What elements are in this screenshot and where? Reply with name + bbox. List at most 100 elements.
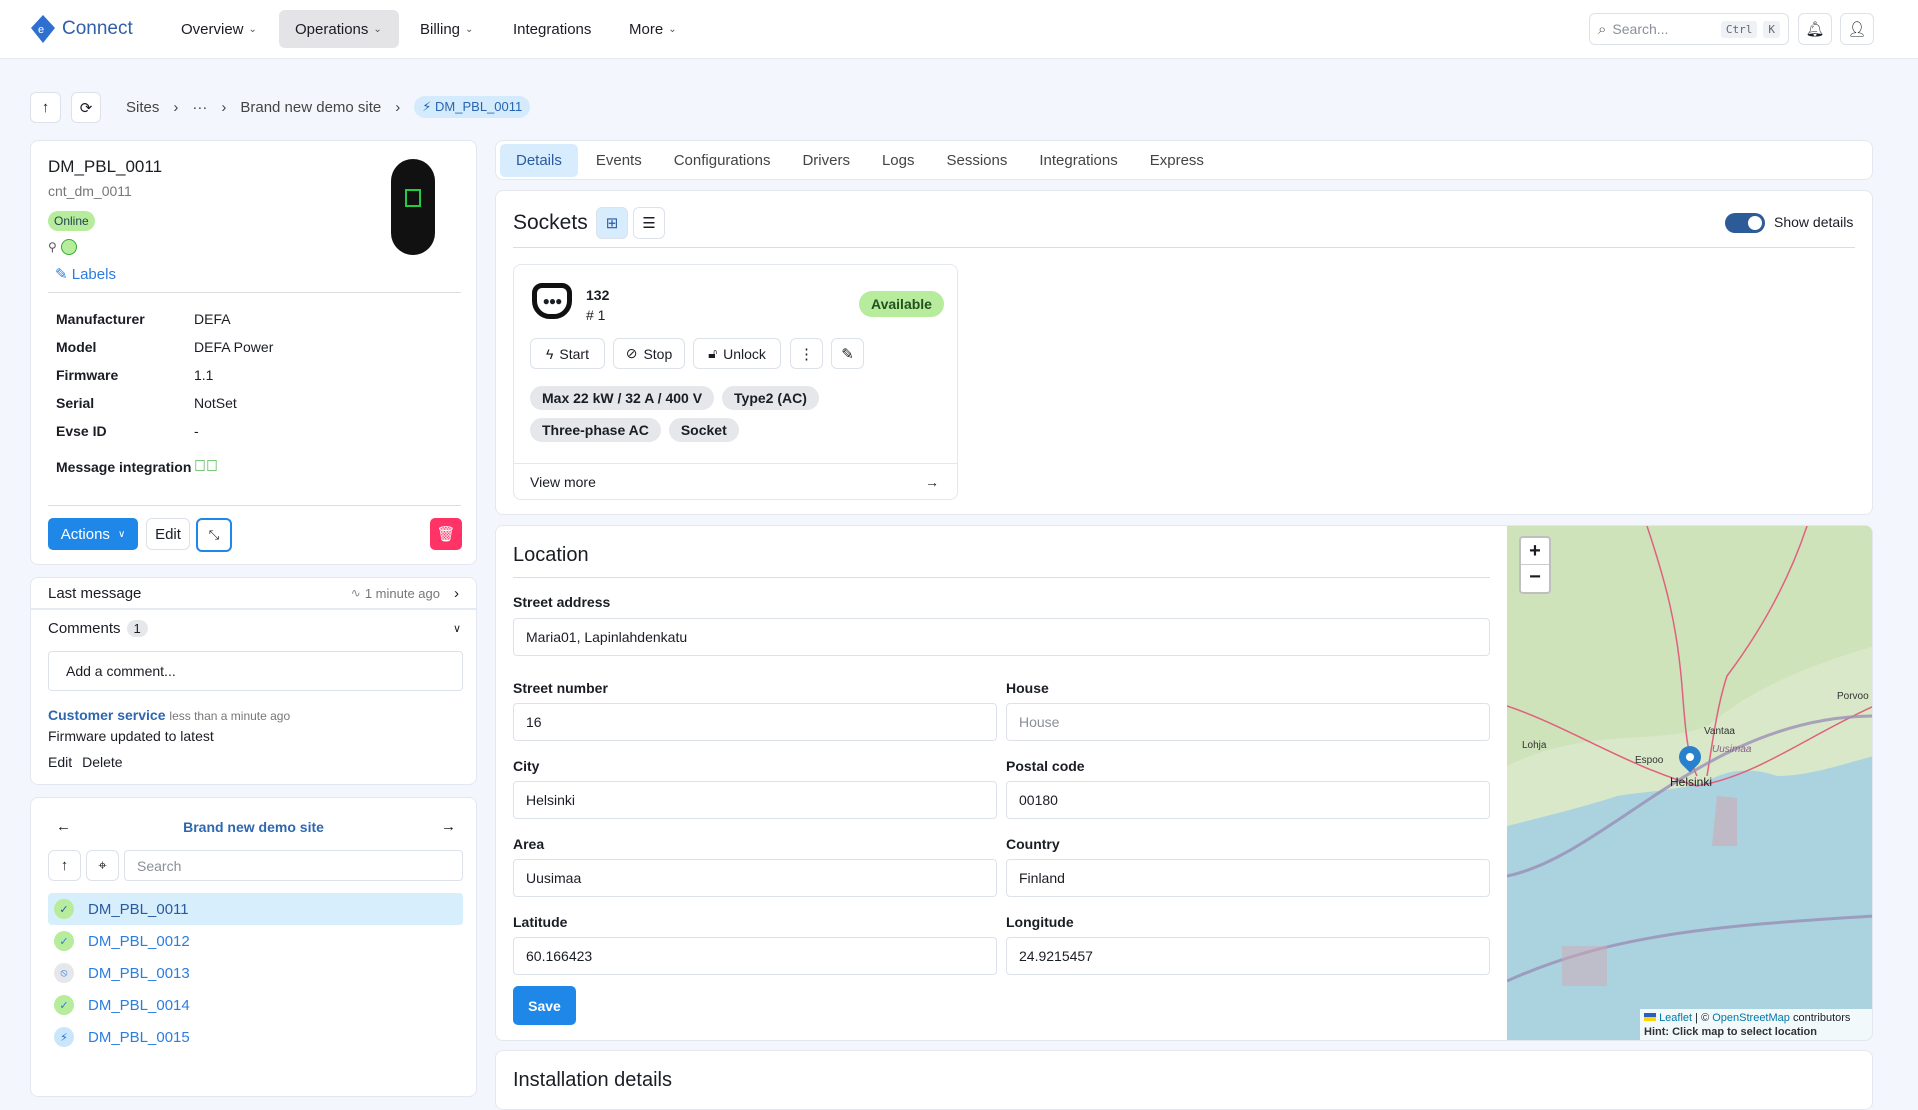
tag: Socket bbox=[668, 418, 739, 442]
breadcrumb-site[interactable]: Brand new demo site bbox=[240, 98, 382, 116]
street-address-input[interactable]: Maria01, Lapinlahdenkatu bbox=[513, 618, 1490, 656]
postal-code-input[interactable]: 00180 bbox=[1006, 781, 1490, 819]
list-icon: ☰ bbox=[642, 215, 656, 232]
nav-more[interactable]: More ⌄ bbox=[629, 20, 677, 38]
messages-card: Last message ∿ 1 minute ago › Comments 1 ∨ A… bbox=[30, 577, 477, 785]
stop-button[interactable]: ⊘ Stop bbox=[613, 338, 685, 369]
bolt-icon: ϟ bbox=[546, 345, 554, 362]
socket-tags: Max 22 kW / 32 A / 400 V Type2 (AC) Thre… bbox=[530, 386, 950, 442]
map-label: Uusimaa bbox=[1712, 744, 1752, 755]
street-number-input[interactable]: 16 bbox=[513, 703, 997, 741]
up-button[interactable]: ↑ bbox=[30, 92, 61, 123]
house-label: House bbox=[1006, 680, 1049, 696]
list-item[interactable]: ✓ DM_PBL_0014 bbox=[48, 989, 463, 1021]
list-item[interactable]: ⦸ DM_PBL_0013 bbox=[48, 957, 463, 989]
view-more-link[interactable]: View more → bbox=[514, 463, 957, 499]
labels-link[interactable]: ✎ Labels bbox=[55, 266, 116, 283]
refresh-icon: ⟳ bbox=[79, 99, 93, 117]
list-item[interactable]: ⚡︎ DM_PBL_0015 bbox=[48, 1021, 463, 1053]
map[interactable]: Porvoo Vantaa Uusimaa Lohja Espoo Helsin… bbox=[1507, 526, 1872, 1040]
connection-status-icon bbox=[60, 239, 77, 255]
map-label: Helsinki bbox=[1670, 775, 1713, 789]
breadcrumb-ellipsis[interactable]: ··· bbox=[192, 98, 208, 116]
comment-edit-link[interactable]: Edit bbox=[48, 754, 73, 770]
zoom-out-button[interactable]: − bbox=[1529, 566, 1541, 588]
map-label: Espoo bbox=[1635, 755, 1664, 766]
city-label: City bbox=[513, 758, 540, 774]
last-message-row[interactable]: Last message ∿ 1 minute ago › bbox=[31, 578, 476, 610]
nav-operations[interactable]: Operations ⌄ bbox=[279, 10, 399, 48]
socket-card: ●●● 132 # 1 Available ϟ Start ⊘ Stop 🔓︎ Unl… bbox=[513, 264, 958, 500]
osm-link[interactable]: OpenStreetMap bbox=[1712, 1012, 1790, 1024]
charger-id: cnt_dm_0011 bbox=[48, 183, 132, 199]
tab-sessions[interactable]: Sessions bbox=[946, 151, 1008, 169]
nav-billing[interactable]: Billing ⌄ bbox=[420, 20, 474, 38]
tab-integrations[interactable]: Integrations bbox=[1039, 151, 1118, 169]
country-label: Country bbox=[1006, 836, 1060, 852]
charger-name: DM_PBL_0011 bbox=[48, 157, 163, 176]
latitude-label: Latitude bbox=[513, 914, 568, 930]
logo[interactable]: e Connect bbox=[30, 14, 133, 44]
charger-card: DM_PBL_0011 cnt_dm_0011 Online ⚲ ✎ Label… bbox=[30, 140, 477, 565]
global-search[interactable]: ⌕ Search... Ctrl K bbox=[1589, 13, 1789, 45]
delete-button[interactable]: 🗑︎ bbox=[430, 518, 462, 550]
installation-title: Installation details bbox=[513, 1069, 672, 1091]
comment-delete-link[interactable]: Delete bbox=[82, 754, 123, 770]
actions-button[interactable]: Actions ∨ bbox=[48, 518, 138, 550]
edit-socket-button[interactable]: ✎ bbox=[831, 338, 864, 369]
zoom-in-button[interactable]: + bbox=[1521, 538, 1549, 565]
chevron-down-icon: ∨ bbox=[452, 622, 461, 635]
longitude-input[interactable]: 24.9215457 bbox=[1006, 937, 1490, 975]
tab-configurations[interactable]: Configurations bbox=[673, 151, 771, 169]
chevron-down-icon: ⌄ bbox=[373, 23, 382, 35]
refresh-button[interactable]: ⟳ bbox=[71, 92, 101, 123]
edit-button[interactable]: Edit bbox=[146, 518, 190, 550]
unlock-button[interactable]: 🔓︎ Unlock bbox=[693, 338, 781, 369]
tab-logs[interactable]: Logs bbox=[881, 151, 915, 169]
leaflet-link[interactable]: Leaflet bbox=[1659, 1012, 1693, 1024]
show-details-toggle[interactable] bbox=[1725, 213, 1765, 233]
site-title: Brand new demo site bbox=[183, 819, 324, 835]
nav-overview[interactable]: Overview ⌄ bbox=[181, 20, 257, 38]
breadcrumb-current: ⚡︎ DM_PBL_0011 bbox=[414, 96, 531, 118]
breadcrumb-sites[interactable]: Sites bbox=[126, 98, 160, 116]
nav-integrations[interactable]: Integrations bbox=[513, 20, 592, 38]
chevron-down-icon: ⌄ bbox=[668, 23, 677, 35]
list-item[interactable]: ✓ DM_PBL_0011 bbox=[48, 893, 463, 925]
next-site-button[interactable]: → bbox=[441, 818, 456, 835]
locate-button[interactable]: ⌖ bbox=[86, 850, 119, 881]
postal-code-label: Postal code bbox=[1006, 758, 1085, 774]
charger-image bbox=[391, 159, 435, 255]
prev-site-button[interactable]: ← bbox=[56, 818, 71, 835]
map-tiles bbox=[1507, 526, 1872, 986]
latitude-input[interactable]: 60.166423 bbox=[513, 937, 997, 975]
grid-view-button[interactable]: ⊞ bbox=[596, 207, 628, 239]
collapse-button[interactable]: ⤡ bbox=[196, 518, 232, 552]
house-input[interactable]: House bbox=[1006, 703, 1490, 741]
save-button[interactable]: Save bbox=[513, 986, 576, 1025]
comments-toggle[interactable]: Comments 1 ∨ bbox=[48, 619, 461, 637]
list-item[interactable]: ✓ DM_PBL_0012 bbox=[48, 925, 463, 957]
city-input[interactable]: Helsinki bbox=[513, 781, 997, 819]
map-label: Vantaa bbox=[1704, 726, 1735, 737]
comment-input[interactable]: Add a comment... bbox=[48, 651, 463, 691]
tab-express[interactable]: Express bbox=[1149, 151, 1204, 169]
bell-icon: 🔔︎ bbox=[1805, 21, 1825, 38]
tab-details[interactable]: Details bbox=[500, 143, 578, 177]
notifications-button[interactable]: 🔔︎ bbox=[1798, 13, 1832, 45]
plug-off-icon: ⦸ bbox=[54, 963, 74, 983]
tab-events[interactable]: Events bbox=[595, 151, 642, 169]
type2-connector-icon: ●●● bbox=[532, 283, 572, 319]
site-search-input[interactable]: Search bbox=[124, 850, 463, 881]
start-button[interactable]: ϟ Start bbox=[530, 338, 605, 369]
list-view-button[interactable]: ☰ bbox=[633, 207, 665, 239]
area-input[interactable]: Uusimaa bbox=[513, 859, 997, 897]
socket-number: # 1 bbox=[586, 307, 606, 323]
more-options-button[interactable]: ⋮ bbox=[790, 338, 823, 369]
tab-drivers[interactable]: Drivers bbox=[802, 151, 850, 169]
country-input[interactable]: Finland bbox=[1006, 859, 1490, 897]
street-address-label: Street address bbox=[513, 594, 611, 610]
user-menu-button[interactable]: 👤︎ bbox=[1840, 13, 1874, 45]
chevron-down-icon: ∨ bbox=[117, 528, 126, 540]
up-button[interactable]: ↑ bbox=[48, 850, 81, 881]
